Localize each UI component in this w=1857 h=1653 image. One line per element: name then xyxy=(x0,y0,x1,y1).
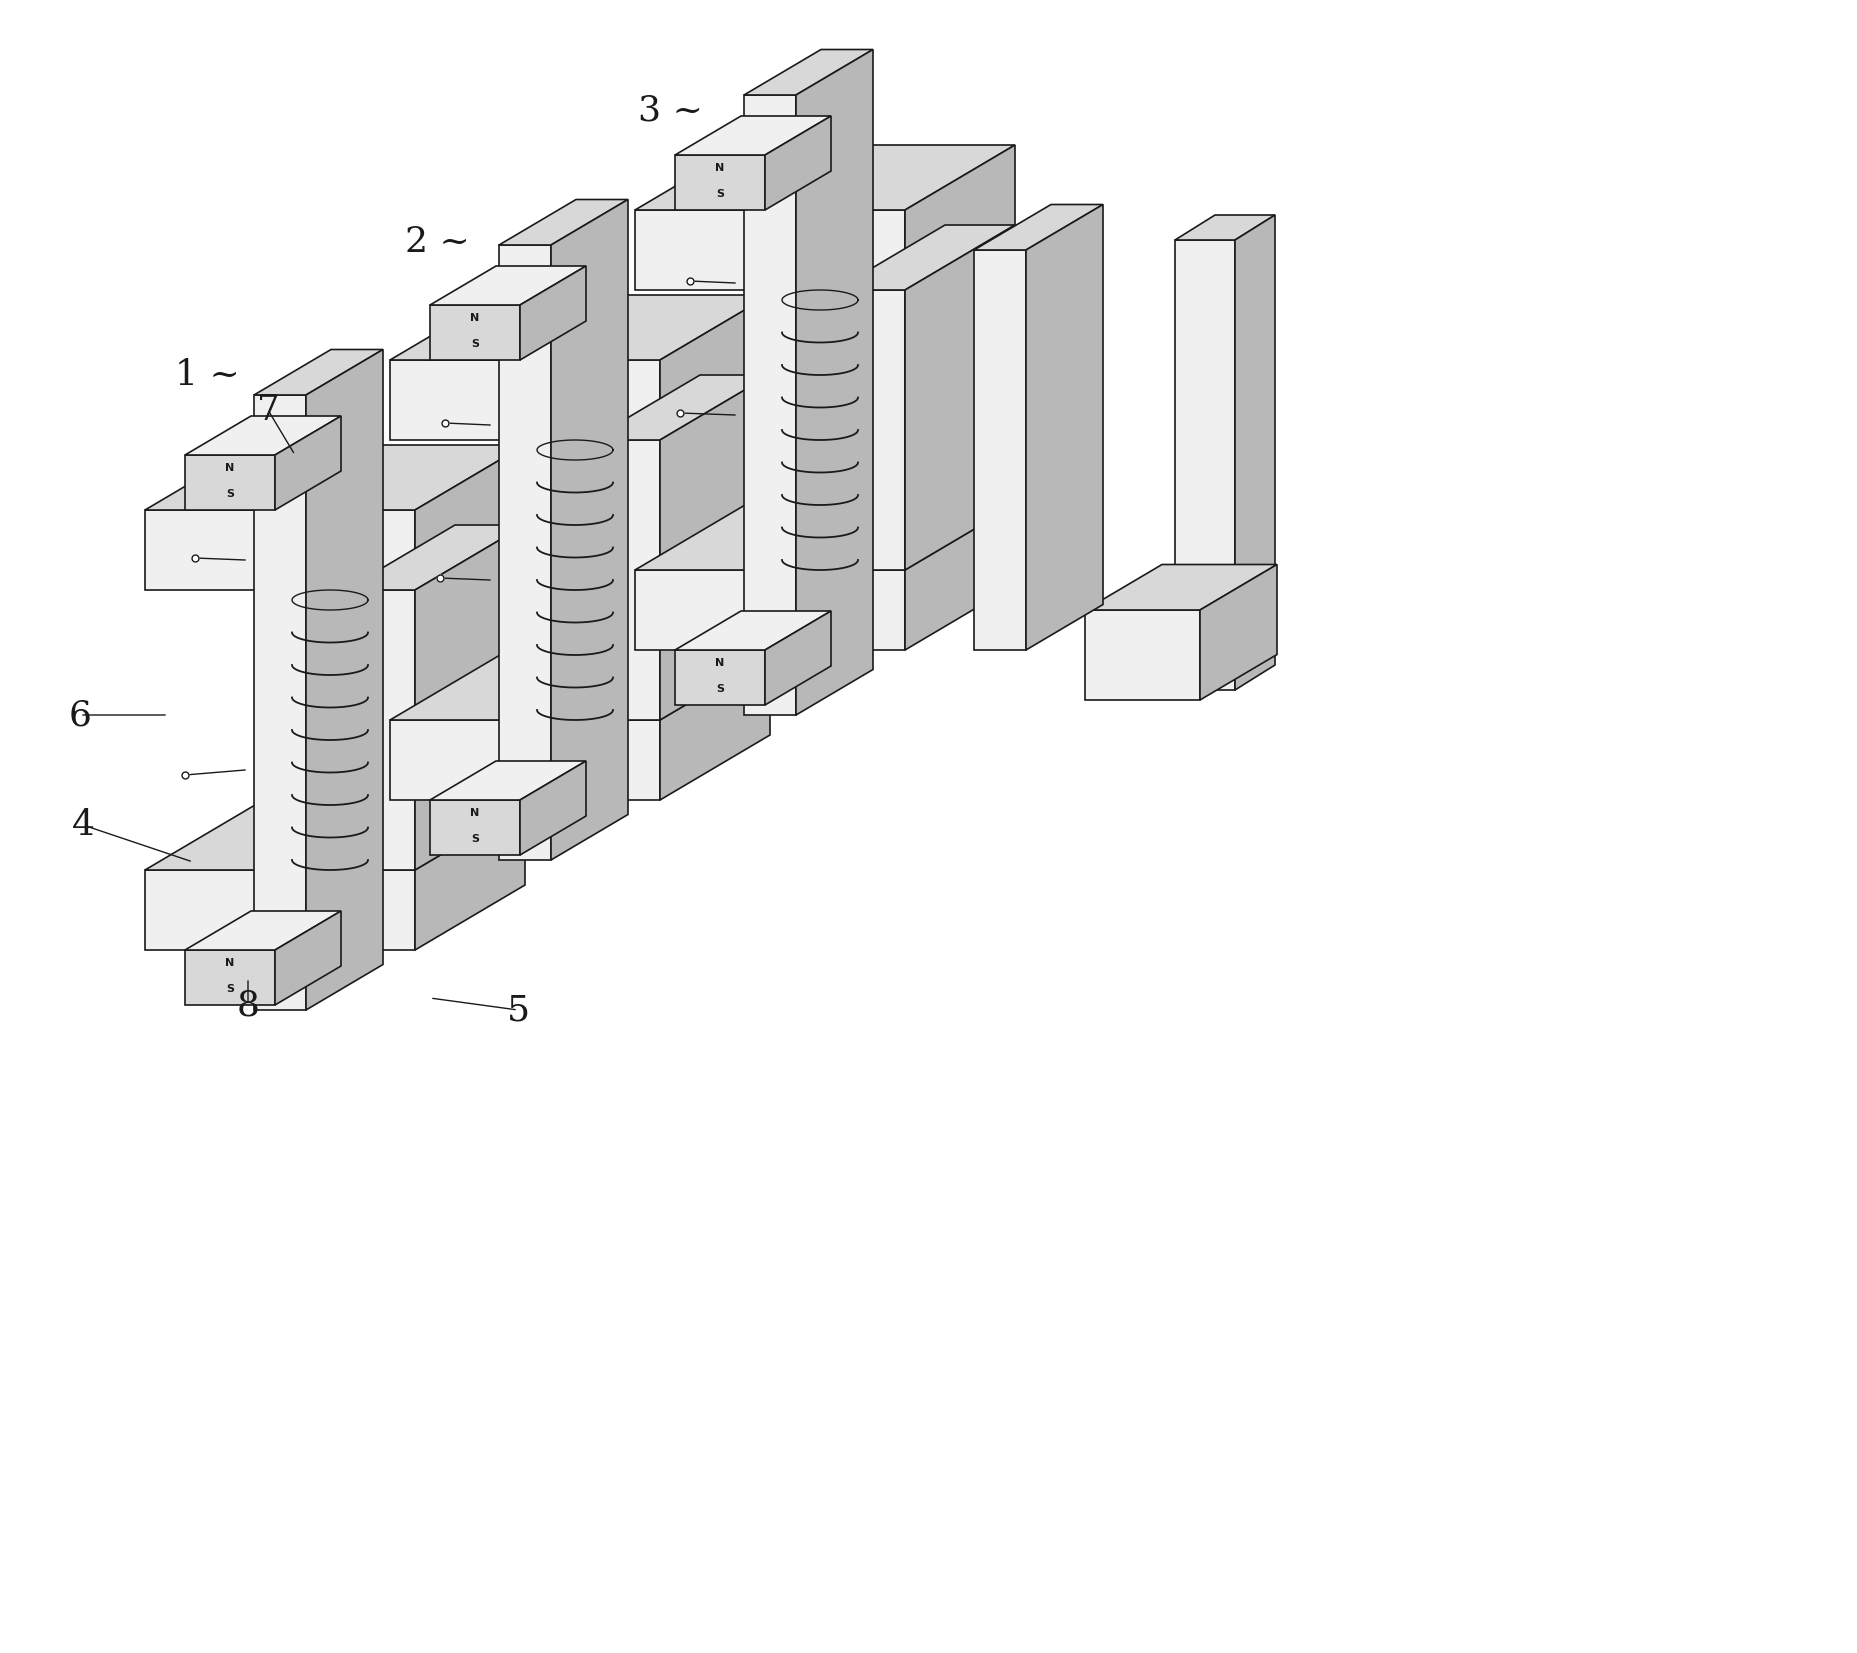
Text: N: N xyxy=(715,658,724,668)
Polygon shape xyxy=(500,245,552,860)
Polygon shape xyxy=(765,116,830,210)
Polygon shape xyxy=(429,306,520,360)
Polygon shape xyxy=(186,911,342,950)
Polygon shape xyxy=(674,116,830,155)
Polygon shape xyxy=(414,445,526,590)
Polygon shape xyxy=(145,869,414,950)
Polygon shape xyxy=(635,570,904,650)
Text: S: S xyxy=(470,339,479,349)
Polygon shape xyxy=(414,526,526,869)
Text: 3 ~: 3 ~ xyxy=(637,93,702,127)
Text: N: N xyxy=(470,808,479,818)
Polygon shape xyxy=(904,506,1014,650)
Polygon shape xyxy=(834,225,1014,289)
Polygon shape xyxy=(429,760,585,800)
Polygon shape xyxy=(659,655,769,800)
Text: S: S xyxy=(715,188,724,198)
Polygon shape xyxy=(743,50,873,94)
Text: N: N xyxy=(715,164,724,174)
Polygon shape xyxy=(591,375,769,440)
Polygon shape xyxy=(186,950,275,1005)
Polygon shape xyxy=(1084,565,1276,610)
Polygon shape xyxy=(414,805,526,950)
Polygon shape xyxy=(275,911,342,1005)
Polygon shape xyxy=(254,349,383,395)
Polygon shape xyxy=(973,250,1025,650)
Polygon shape xyxy=(635,210,904,289)
Polygon shape xyxy=(674,612,830,650)
Polygon shape xyxy=(390,294,769,360)
Text: 1 ~: 1 ~ xyxy=(175,359,240,392)
Text: N: N xyxy=(470,312,479,322)
Polygon shape xyxy=(345,526,526,590)
Text: S: S xyxy=(715,684,724,694)
Polygon shape xyxy=(275,417,342,511)
Polygon shape xyxy=(429,800,520,855)
Polygon shape xyxy=(429,266,585,306)
Polygon shape xyxy=(635,145,1014,210)
Polygon shape xyxy=(1025,205,1103,650)
Text: 4: 4 xyxy=(71,808,95,841)
Polygon shape xyxy=(552,200,628,860)
Polygon shape xyxy=(186,455,275,511)
Text: N: N xyxy=(225,959,234,969)
Polygon shape xyxy=(1174,215,1274,240)
Text: 8: 8 xyxy=(236,988,260,1022)
Polygon shape xyxy=(674,650,765,704)
Polygon shape xyxy=(743,94,795,716)
Text: 5: 5 xyxy=(507,993,529,1027)
Polygon shape xyxy=(591,440,659,721)
Polygon shape xyxy=(520,760,585,855)
Polygon shape xyxy=(500,200,628,245)
Polygon shape xyxy=(674,155,765,210)
Polygon shape xyxy=(520,266,585,360)
Polygon shape xyxy=(390,721,659,800)
Text: N: N xyxy=(225,463,234,473)
Text: 6: 6 xyxy=(69,698,91,732)
Polygon shape xyxy=(973,205,1103,250)
Polygon shape xyxy=(795,50,873,716)
Polygon shape xyxy=(1235,215,1274,689)
Polygon shape xyxy=(659,375,769,721)
Polygon shape xyxy=(635,506,1014,570)
Text: 7: 7 xyxy=(256,393,279,426)
Polygon shape xyxy=(765,612,830,704)
Polygon shape xyxy=(345,590,414,869)
Polygon shape xyxy=(254,395,306,1010)
Polygon shape xyxy=(186,417,342,455)
Polygon shape xyxy=(145,445,526,511)
Polygon shape xyxy=(1084,610,1200,699)
Polygon shape xyxy=(659,294,769,440)
Polygon shape xyxy=(1174,240,1235,689)
Text: S: S xyxy=(227,489,234,499)
Text: 2 ~: 2 ~ xyxy=(405,225,470,260)
Text: S: S xyxy=(470,835,479,845)
Polygon shape xyxy=(145,805,526,869)
Polygon shape xyxy=(390,655,769,721)
Polygon shape xyxy=(904,145,1014,289)
Polygon shape xyxy=(1200,565,1276,699)
Polygon shape xyxy=(306,349,383,1010)
Polygon shape xyxy=(904,225,1014,570)
Text: S: S xyxy=(227,984,234,993)
Polygon shape xyxy=(390,360,659,440)
Polygon shape xyxy=(145,511,414,590)
Polygon shape xyxy=(834,289,904,570)
